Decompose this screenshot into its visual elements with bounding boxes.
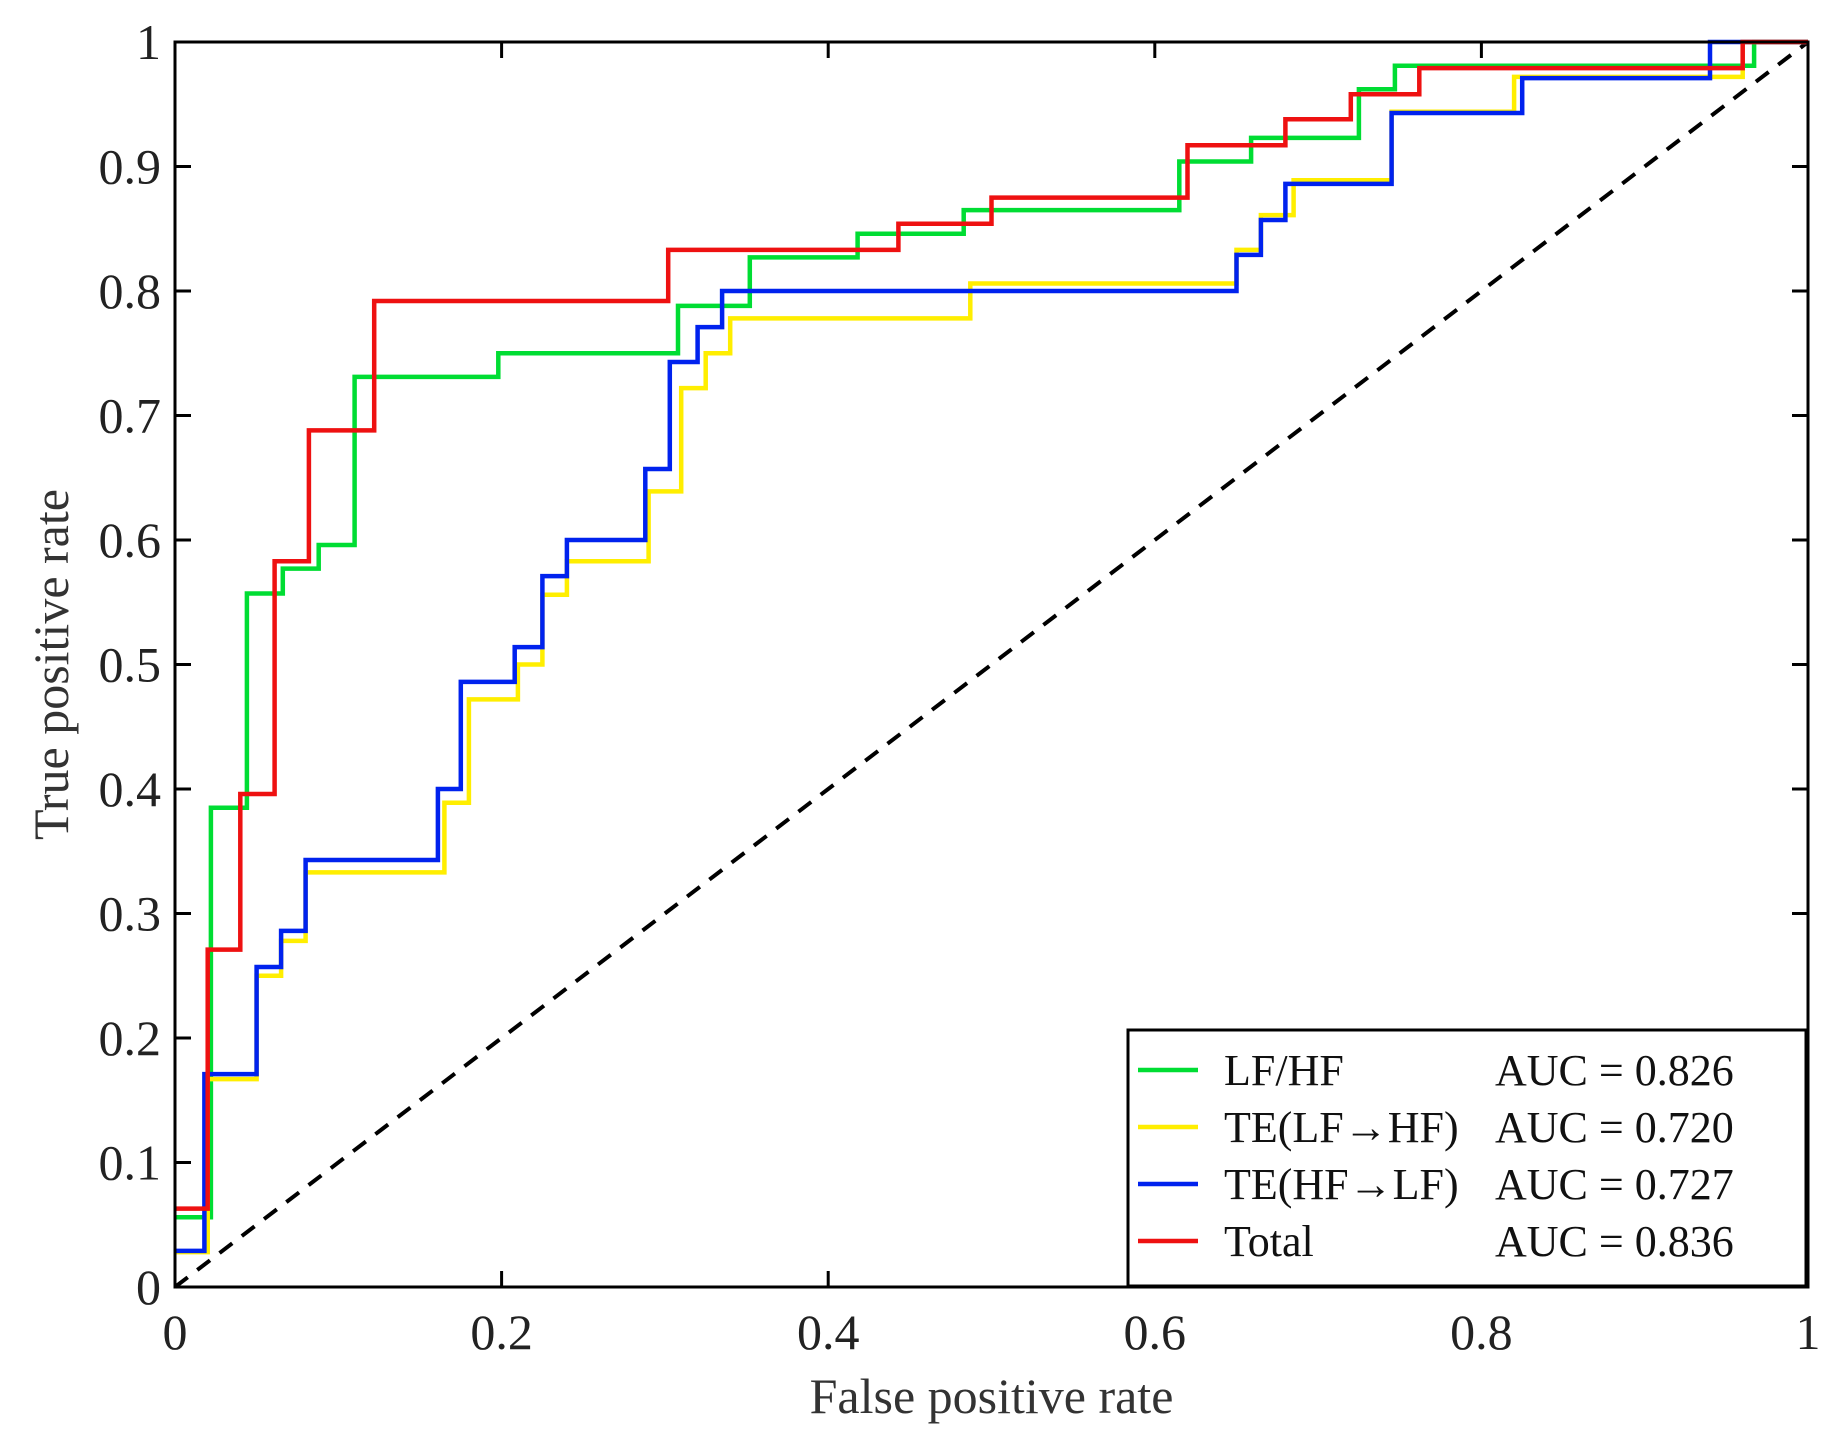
y-tick-label: 1: [136, 14, 161, 70]
y-tick-label: 0.6: [99, 512, 162, 568]
y-tick-label: 0.2: [99, 1010, 162, 1066]
y-tick-label: 0.4: [99, 761, 162, 817]
series-line-lf-hf: [175, 39, 1808, 1220]
y-axis-title: True positive rate: [23, 489, 79, 840]
legend-series-name: LF/HF: [1224, 1046, 1344, 1095]
legend-auc-label: AUC = 0.836: [1495, 1217, 1734, 1266]
legend-series-name: TE(HF→LF): [1224, 1160, 1459, 1209]
legend-auc-label: AUC = 0.826: [1495, 1046, 1734, 1095]
x-tick-label: 1: [1796, 1304, 1821, 1360]
legend-auc-label: AUC = 0.720: [1495, 1103, 1734, 1152]
y-tick-label: 0: [136, 1259, 161, 1315]
legend-auc-label: AUC = 0.727: [1495, 1160, 1734, 1209]
legend-box: [1126, 1028, 1808, 1288]
x-tick-label: 0.6: [1124, 1304, 1187, 1360]
legend-series-name: TE(LF→HF): [1224, 1103, 1459, 1152]
x-tick-label: 0.2: [470, 1304, 533, 1360]
legend: LF/HF AUC = 0.826 TE(LF→HF) AUC = 0.720 TE(H…: [1126, 1028, 1808, 1288]
y-tick-label: 0.3: [99, 886, 162, 942]
y-tick-label: 0.9: [99, 139, 162, 195]
x-axis-title: False positive rate: [810, 1368, 1174, 1424]
legend-series-name: Total: [1224, 1217, 1314, 1266]
series-layer: [175, 39, 1808, 1255]
y-tick-label: 0.5: [99, 637, 162, 693]
x-tick-label: 0.4: [797, 1304, 860, 1360]
x-tick-label: 0: [163, 1304, 188, 1360]
series-line-total: [175, 39, 1808, 1211]
series-line-te-hf-lf: [175, 39, 1808, 1254]
y-tick-label: 0.7: [99, 388, 162, 444]
series-line-te-lf-hf: [175, 39, 1808, 1255]
chance-line-layer: [173, 40, 1810, 1289]
y-tick-label: 0.1: [99, 1135, 162, 1191]
tick-layer: 0 0.2 0.4 0.6 0.8 1 0 0.1 0.2 0.3 0.4 0.5 0.6 0.7 0.8 0…: [99, 14, 1821, 1360]
chance-line: [173, 40, 1810, 1289]
y-tick-label: 0.8: [99, 263, 162, 319]
x-tick-label: 0.8: [1450, 1304, 1513, 1360]
